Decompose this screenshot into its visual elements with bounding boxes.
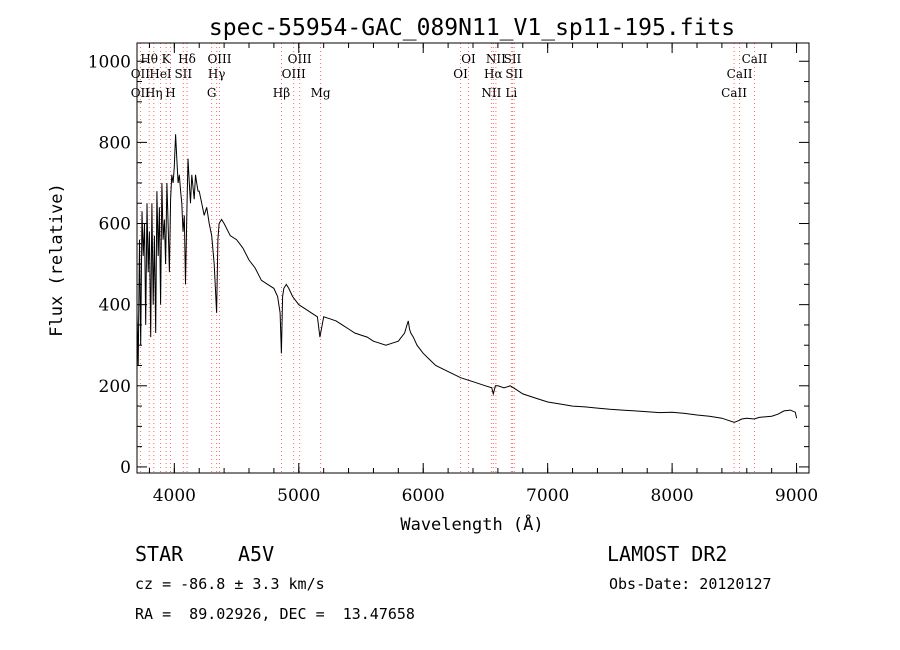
- annotation-21: SII: [504, 52, 522, 66]
- chart-title: spec-55954-GAC_089N11_V1_sp11-195.fits: [209, 15, 735, 41]
- annotation-5: Hη: [145, 86, 163, 100]
- object-class: STAR: [135, 542, 184, 566]
- annotation-13: OIII: [282, 67, 306, 81]
- annotation-24: CaII: [742, 52, 768, 66]
- annotation-26: CaII: [721, 86, 747, 100]
- annotation-25: CaII: [727, 67, 753, 81]
- annotation-17: OI: [453, 67, 468, 81]
- annotation-20: NII: [481, 86, 501, 100]
- x-tick-label-0: 4000: [153, 486, 196, 506]
- annotation-18: NII: [486, 52, 506, 66]
- x-tick-label-2: 6000: [402, 486, 445, 506]
- annotation-16: OI: [461, 52, 476, 66]
- annotation-0: Hθ: [140, 52, 158, 66]
- redshift-velocity: cz = -86.8 ± 3.3 km/s: [135, 575, 325, 593]
- x-tick-label-3: 7000: [526, 486, 569, 506]
- survey-name: LAMOST DR2: [607, 542, 728, 566]
- x-tick-label-4: 8000: [650, 486, 693, 506]
- observation-date: Obs-Date: 20120127: [609, 575, 772, 593]
- x-tick-label-5: 9000: [775, 486, 818, 506]
- coordinates: RA = 89.02926, DEC = 13.47658: [135, 605, 415, 623]
- plot-frame: [136, 42, 810, 474]
- y-tick-label-5: 1000: [88, 52, 131, 72]
- annotation-14: Hβ: [273, 86, 290, 100]
- annotation-9: OIII: [207, 52, 231, 66]
- annotation-22: SII: [505, 67, 523, 81]
- y-tick-label-0: 0: [120, 458, 131, 478]
- annotation-10: Hγ: [208, 67, 226, 81]
- y-tick-label-4: 800: [99, 133, 131, 153]
- x-axis-ticks: 4000 5000 6000 7000 8000 9000: [148, 43, 818, 506]
- annotation-4: HeI: [149, 67, 172, 81]
- annotation-3: K: [162, 52, 172, 66]
- annotation-7: SII: [174, 67, 192, 81]
- annotation-2: OII: [131, 86, 151, 100]
- x-axis-label: Wavelength (Å): [400, 513, 543, 535]
- annotation-19: Hα: [484, 67, 503, 81]
- object-subclass: A5V: [238, 542, 275, 566]
- annotation-8: H: [165, 86, 175, 100]
- annotation-12: OIII: [288, 52, 312, 66]
- annotation-23: Li: [505, 86, 517, 100]
- y-tick-label-2: 400: [99, 296, 131, 316]
- line-markers: [139, 43, 755, 473]
- annotation-6: Hδ: [178, 52, 196, 66]
- x-tick-label-1: 5000: [277, 486, 320, 506]
- y-axis-ticks: 0 200 400 600 800 1000: [88, 52, 809, 478]
- y-axis-label: Flux (relative): [47, 183, 67, 337]
- y-tick-label-1: 200: [99, 377, 131, 397]
- annotation-15: Mg: [311, 86, 331, 100]
- y-tick-label-3: 600: [99, 215, 131, 235]
- annotation-11: G: [207, 86, 217, 100]
- annotation-1: OII: [131, 67, 151, 81]
- spectrum-line: [136, 134, 798, 423]
